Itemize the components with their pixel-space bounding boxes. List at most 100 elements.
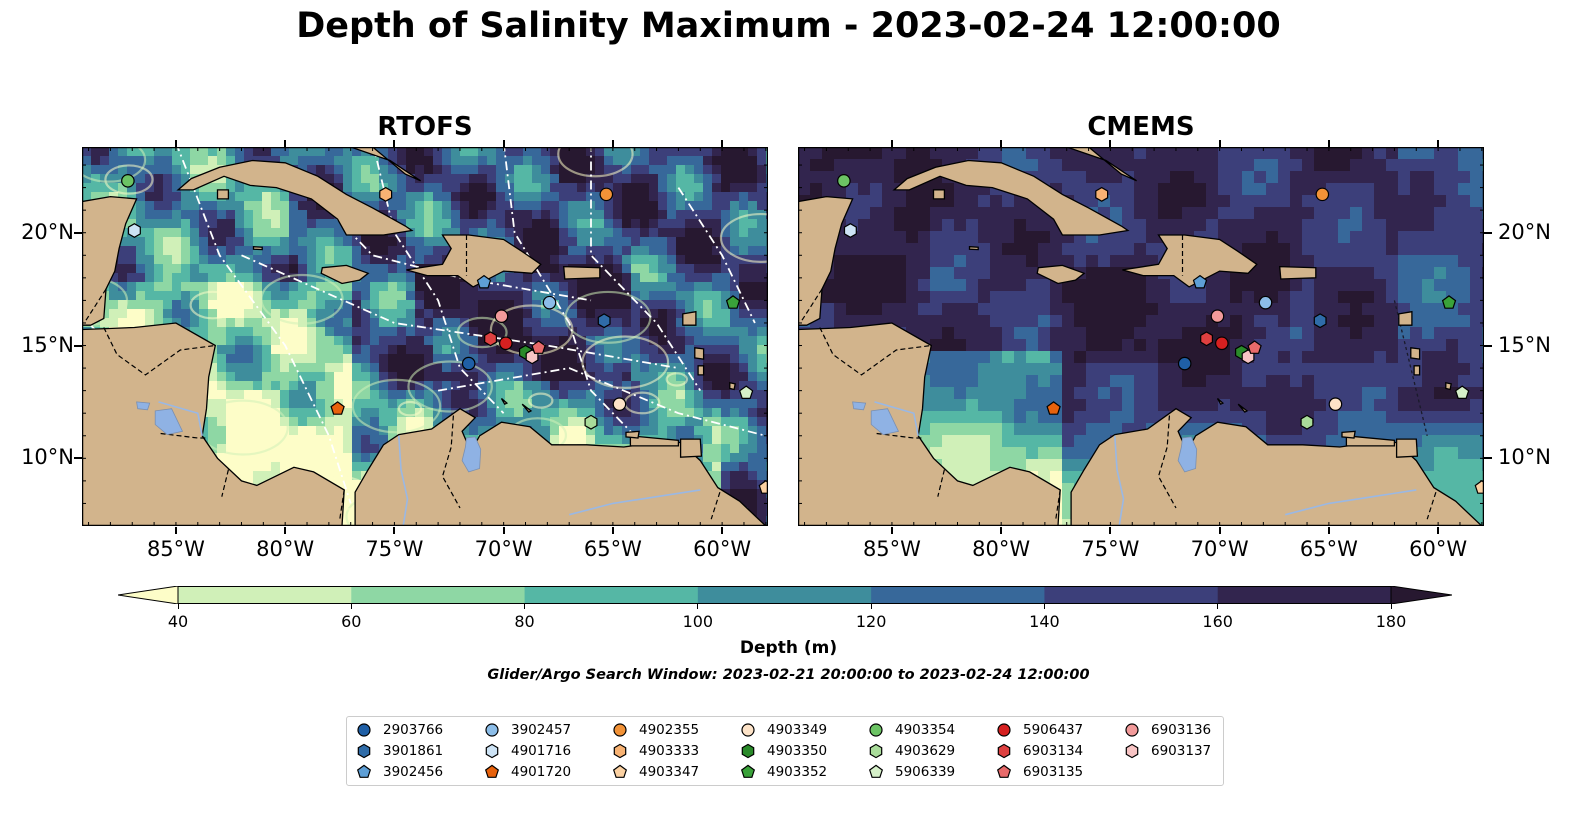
lat-tick-label: 10°N [1498, 445, 1551, 470]
lon-tick-mark [284, 140, 287, 147]
lat-tick-mark [1484, 231, 1492, 234]
colorbar-segment [178, 586, 352, 604]
land-martinique [694, 347, 705, 360]
legend-item-6903135: 6903135 [995, 762, 1083, 782]
legend-label: 4903354 [895, 722, 956, 738]
land-jamaica [1036, 264, 1086, 285]
float-marker-5906339 [1454, 385, 1470, 399]
lat-tick-mark [1484, 457, 1492, 460]
colorbar-extend-high [1390, 586, 1452, 604]
legend-item-4901720: 4901720 [483, 762, 571, 782]
legend-item-4903347: 4903347 [611, 762, 699, 782]
legend-label: 4903347 [639, 764, 700, 780]
colorbar-segment [1044, 586, 1219, 604]
colorbar-segment [1217, 586, 1392, 604]
float-marker-2903766 [1177, 356, 1192, 371]
legend-item-4903629: 4903629 [867, 741, 955, 761]
legend-label: 2903766 [383, 722, 444, 738]
lon-tick-label: 80°W [256, 537, 315, 561]
legend-item-4903352: 4903352 [739, 762, 827, 782]
land-bahama [1064, 147, 1137, 182]
land-yucatan [798, 195, 854, 326]
lon-tick-mark [1109, 140, 1112, 147]
map-frame [82, 147, 768, 526]
float-marker-5906437 [1215, 336, 1229, 351]
colorbar-tick-mark [1043, 604, 1045, 609]
legend-label: 6903136 [1151, 722, 1212, 738]
colorbar-segment [697, 586, 872, 604]
pentagon-marker-icon [612, 764, 628, 778]
legend-item-5906437: 5906437 [995, 720, 1083, 740]
land-bahama [348, 147, 421, 182]
lon-tick-mark [721, 527, 724, 534]
land-paria [1345, 435, 1396, 447]
colorbar-tick-mark [524, 604, 526, 609]
lon-tick-mark [284, 527, 287, 534]
colorbar-tick-label: 40 [167, 612, 189, 631]
land-martinique [1410, 347, 1421, 360]
colorbar-tick-mark [177, 604, 179, 609]
map-panel-cmems [798, 147, 1484, 526]
colorbar-segment [871, 586, 1045, 604]
legend-item-3902457: 3902457 [483, 720, 571, 740]
float-marker-4903354 [837, 174, 851, 188]
legend-label: 4903629 [895, 743, 956, 759]
float-marker-6903136 [1210, 309, 1225, 323]
circle-marker-icon [485, 723, 499, 737]
legend-item-4903354: 4903354 [867, 720, 955, 740]
lon-tick-mark [890, 527, 893, 534]
float-marker-4902355 [599, 187, 614, 202]
land-margarita [1341, 430, 1356, 439]
legend-item-6903134: 6903134 [995, 741, 1083, 761]
land-trinidad [1395, 438, 1419, 458]
lon-tick-mark [502, 140, 505, 147]
colorbar-tick-label: 160 [1202, 612, 1233, 631]
float-marker-3902457 [1258, 295, 1273, 310]
land-hispaniola [1122, 234, 1258, 288]
lon-tick-label: 65°W [583, 537, 642, 561]
lat-tick-mark [1484, 344, 1492, 347]
country-borders [799, 235, 1437, 520]
colorbar-tick-mark [350, 604, 352, 609]
lake-nicaragua [154, 408, 184, 436]
lake-maracaibo [1177, 436, 1198, 473]
float-marker-4901716 [127, 223, 141, 238]
lon-tick-label: 60°W [693, 537, 752, 561]
lon-tick-mark [611, 527, 614, 534]
land-guadeloupe [682, 310, 697, 326]
lat-tick-label: 20°N [21, 219, 74, 244]
float-marker-4903349 [612, 397, 627, 411]
land-paria [629, 435, 680, 447]
land-hispaniola [406, 234, 542, 288]
land-stlucia [1413, 365, 1421, 376]
colorbar-tick-mark [1390, 604, 1392, 609]
colorbar-segment [351, 586, 526, 604]
land-trinidad [679, 438, 703, 458]
land-stlucia [697, 365, 705, 376]
lon-tick-label: 85°W [862, 537, 921, 561]
legend-label: 4901716 [511, 743, 572, 759]
legend-item-4903333: 4903333 [611, 741, 699, 761]
lon-tick-mark [611, 140, 614, 147]
lon-tick-mark [393, 140, 396, 147]
float-marker-6903134 [484, 331, 497, 347]
land-caymans [968, 246, 979, 251]
hexagon-marker-icon [869, 743, 883, 759]
float-marker-4903629 [584, 414, 598, 430]
land-puertorico [1278, 265, 1317, 280]
lat-tick-label: 10°N [21, 445, 74, 470]
map-frame [798, 147, 1484, 526]
frame-ticks [82, 147, 768, 526]
legend-item-5906339: 5906339 [867, 762, 955, 782]
lon-tick-mark [890, 140, 893, 147]
lat-tick-mark [74, 344, 82, 347]
float-marker-4901720 [330, 401, 345, 415]
legend-item-3901861: 3901861 [355, 741, 443, 761]
legend-item-4901716: 4901716 [483, 741, 571, 761]
legend-item-4902355: 4902355 [611, 720, 699, 740]
land-curacao [521, 403, 533, 413]
pentagon-marker-icon [484, 764, 500, 778]
hexagon-marker-icon [741, 743, 755, 759]
legend-label: 5906339 [895, 764, 956, 780]
float-marker-5906339 [738, 385, 754, 399]
